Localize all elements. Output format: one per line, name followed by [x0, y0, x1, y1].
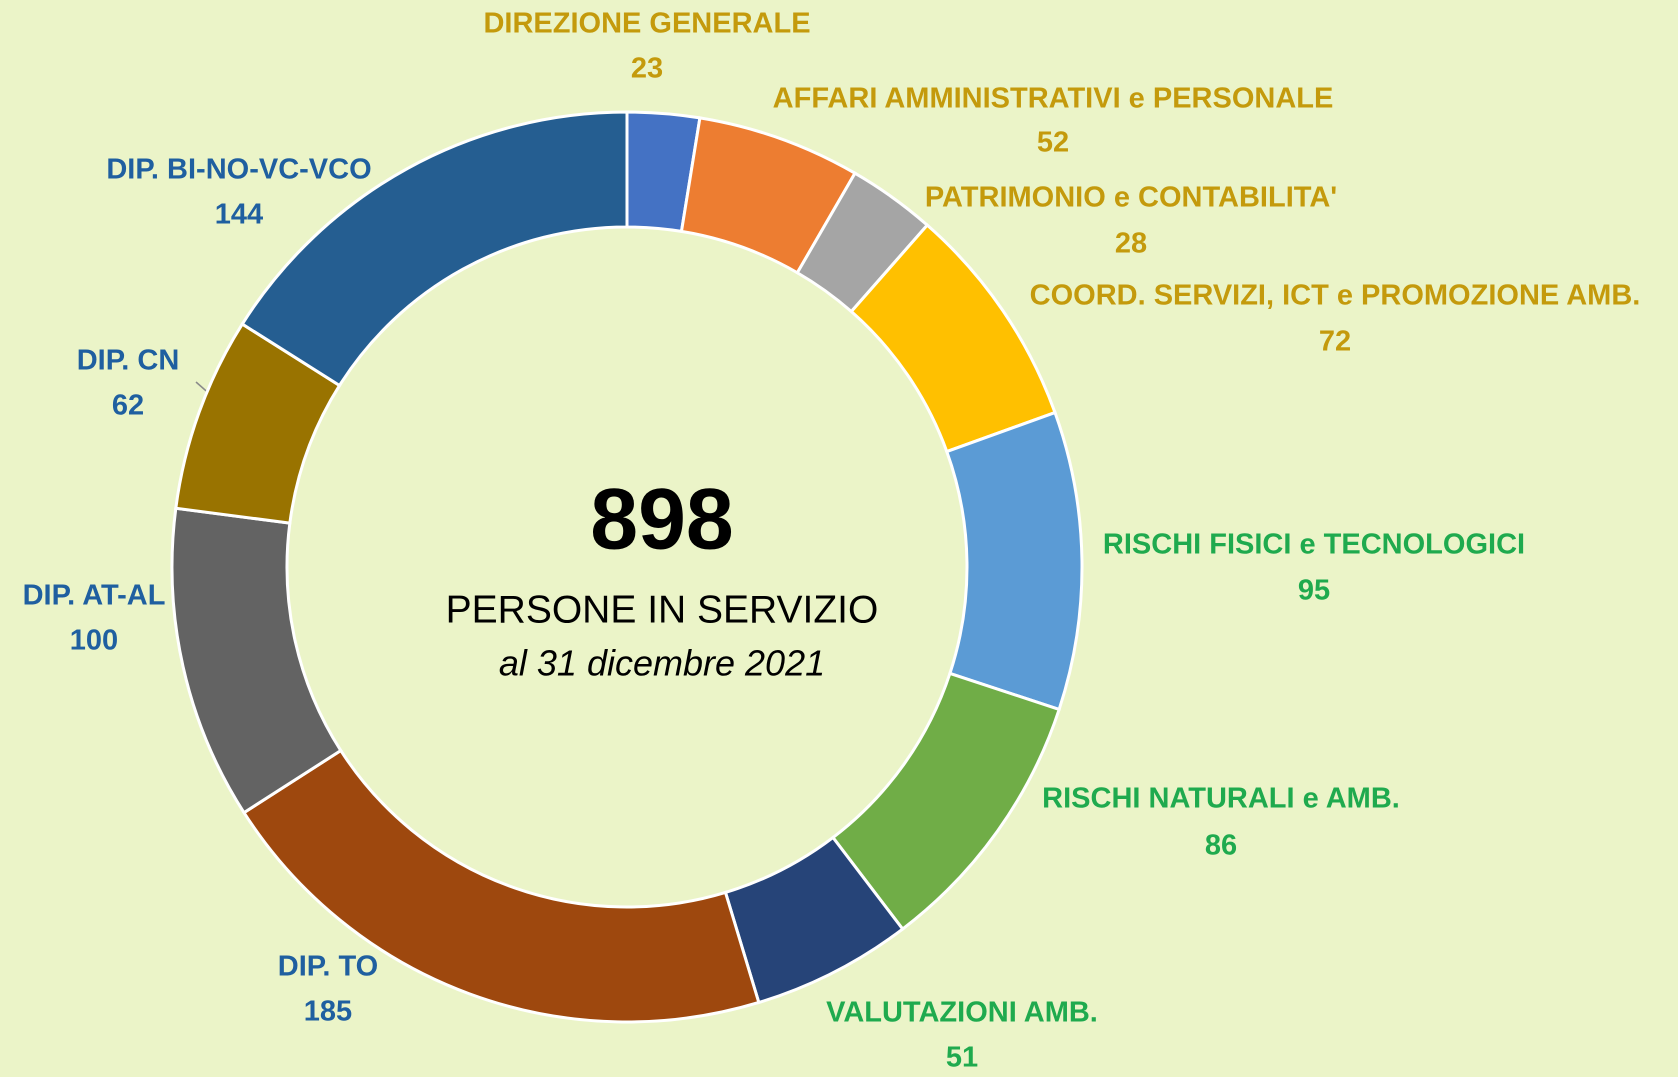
value-label: 100: [70, 625, 118, 657]
value-label: 51: [946, 1042, 978, 1074]
category-label: DIP. CN: [77, 345, 180, 377]
category-label: DIP. TO: [278, 951, 378, 983]
category-label: RISCHI NATURALI e AMB.: [1042, 783, 1400, 815]
value-label: 62: [112, 390, 144, 422]
center-value: 898: [590, 472, 734, 568]
value-label: 144: [215, 199, 263, 231]
category-label: DIREZIONE GENERALE: [483, 8, 810, 40]
category-label: AFFARI AMMINISTRATIVI e PERSONALE: [773, 83, 1334, 115]
value-label: 28: [1115, 228, 1147, 260]
donut-slice: [170, 506, 343, 815]
category-label: COORD. SERVIZI, ICT e PROMOZIONE AMB.: [1030, 280, 1641, 312]
donut-slice: [240, 110, 629, 388]
value-label: 23: [631, 53, 663, 85]
category-label: DIP. BI-NO-VC-VCO: [106, 154, 371, 186]
value-label: 95: [1298, 575, 1330, 607]
category-label: RISCHI FISICI e TECNOLOGICI: [1103, 529, 1525, 561]
center-title: PERSONE IN SERVIZIO: [446, 588, 879, 631]
donut-slice: [241, 748, 761, 1024]
category-label: VALUTAZIONI AMB.: [826, 997, 1098, 1029]
category-label: PATRIMONIO e CONTABILITA': [925, 182, 1337, 214]
value-label: 72: [1319, 326, 1351, 358]
category-label: DIP. AT-AL: [23, 580, 166, 612]
donut-slice: [944, 410, 1084, 712]
value-label: 52: [1037, 127, 1069, 159]
value-label: 86: [1205, 830, 1237, 862]
value-label: 185: [304, 996, 352, 1028]
center-subtitle: al 31 dicembre 2021: [499, 643, 825, 684]
